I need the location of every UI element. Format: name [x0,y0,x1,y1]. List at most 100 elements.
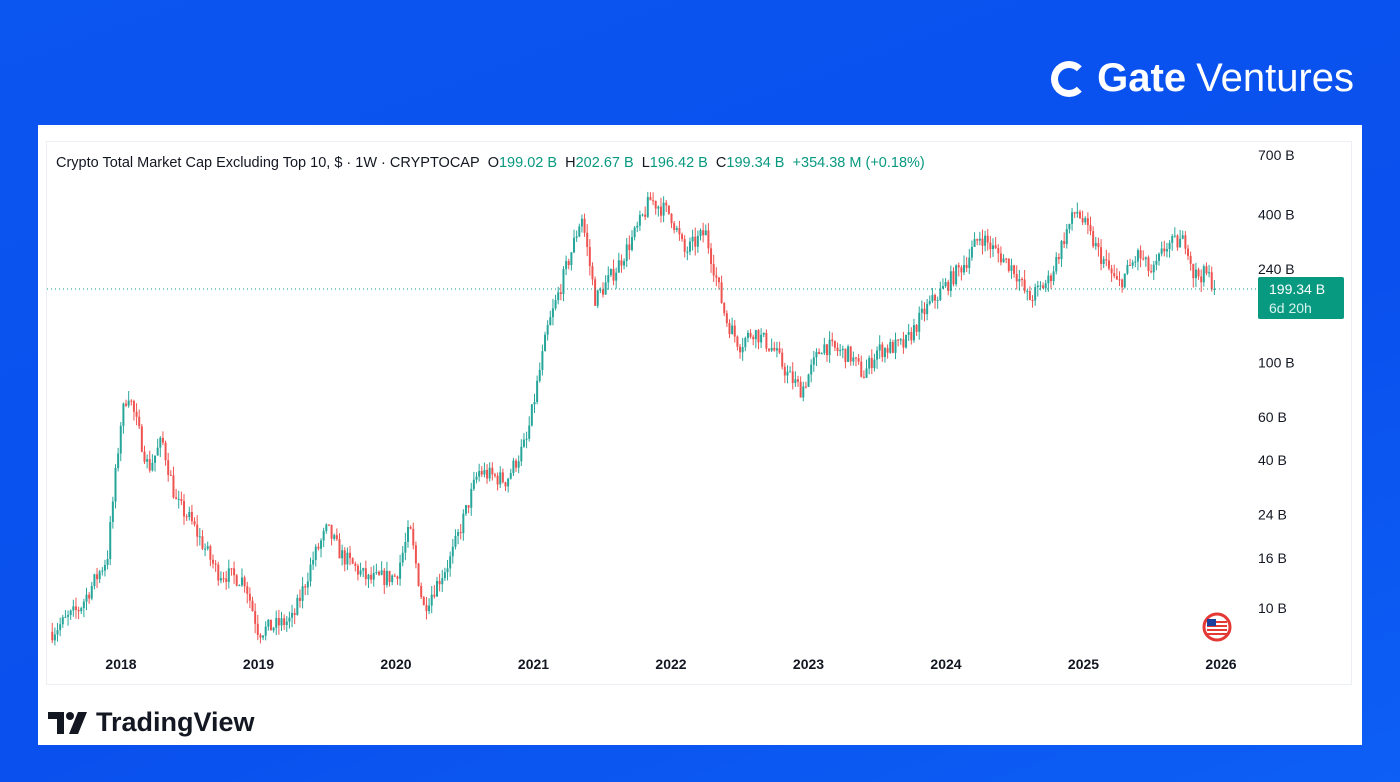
candle-body [1073,212,1076,214]
candle-body [61,617,64,625]
candle-body [188,512,191,518]
candle-body [625,244,628,262]
candle-body [167,460,170,475]
x-tick-label: 2025 [1068,656,1099,672]
candle-body [201,536,204,549]
candle-body [1026,291,1029,293]
candle-body [175,497,178,500]
candle-body [1081,218,1084,223]
candle-body [214,563,217,565]
candle-body [554,300,557,309]
candle-body [992,245,995,250]
candle-body [309,564,312,582]
candle-body [520,446,523,462]
candle-body [1163,248,1166,252]
candle-body [1060,241,1063,260]
x-tick-label: 2022 [655,656,686,672]
candle-body [517,461,520,468]
candle-body [56,630,59,635]
low-value: 196.42 B [649,155,708,171]
candle-body [93,574,96,586]
candle-body [973,239,976,247]
candle-body [359,570,362,575]
candle-body [675,228,678,230]
candle-body [559,292,562,295]
candle-body [989,242,992,250]
candle-body [351,558,354,564]
candle-body [883,348,886,358]
candle-body [1208,272,1211,274]
candle-body [886,348,889,353]
candle-body [391,575,394,583]
candle-body [401,552,404,563]
candle-body [644,214,647,217]
candle-body [67,614,70,617]
candle-body [219,578,222,581]
x-tick-label: 2026 [1205,656,1236,672]
candle-body [1150,271,1153,273]
candle-body [1065,229,1068,245]
candle-body [522,439,525,447]
candle-body [180,498,183,502]
candle-body [375,571,378,574]
candle-body [404,541,407,553]
close-value: 199.34 B [726,155,785,171]
candle-body [296,597,299,615]
candle-body [623,261,626,266]
candle-body [1036,285,1039,288]
candle-body [98,571,101,580]
y-tick-label: 240 B [1258,261,1295,277]
candle-body [752,336,755,340]
candle-body [59,624,62,631]
candle-body [549,317,552,326]
candle-body [1136,250,1139,262]
candle-body [1068,223,1071,230]
candle-body [775,348,778,351]
candle-body [85,594,88,602]
candle-body [114,468,117,502]
candle-body [683,239,686,252]
candle-body [443,572,446,579]
candle-body [138,416,141,427]
candle-body [383,570,386,585]
candle-body [491,467,494,475]
candle-body [1086,218,1089,226]
candle-body [694,236,697,247]
candle-body [385,571,388,585]
x-tick-label: 2018 [105,656,136,672]
candle-body [349,552,352,559]
candle-body [818,351,821,354]
candle-body [69,610,72,615]
candle-body [459,532,462,534]
candle-body [678,228,681,235]
candle-body [446,568,449,573]
candle-body [183,501,186,517]
candle-body [596,290,599,306]
candle-body [325,524,328,531]
candle-body [702,230,705,236]
chart-card: 700 B 400 B 240 B 100 B 60 B 40 B 24 B 16 B 10 B… [38,125,1362,745]
candle-body [915,325,918,332]
candle-body [1100,247,1103,264]
candle-body [652,200,655,202]
candlestick-chart[interactable]: 700 B 400 B 240 B 100 B 60 B 40 B 24 B 16 B 10 B… [38,125,1362,695]
candle-body [657,206,660,209]
candle-body [248,593,251,601]
candle-body [1194,269,1197,279]
candle-body [731,325,734,335]
candle-body [277,618,280,626]
candle-body [704,230,707,236]
candle-body [762,332,765,335]
candle-body [135,411,138,417]
candle-body [1005,258,1008,260]
candle-body [934,294,937,301]
candle-body [1055,257,1058,272]
candle-body [472,479,475,489]
candle-body [1197,269,1200,277]
low-label: L [641,155,650,171]
candle-body [533,402,536,405]
candle-body [578,226,581,237]
candle-body [464,505,467,514]
candle-body [717,277,720,283]
candle-body [604,282,607,295]
